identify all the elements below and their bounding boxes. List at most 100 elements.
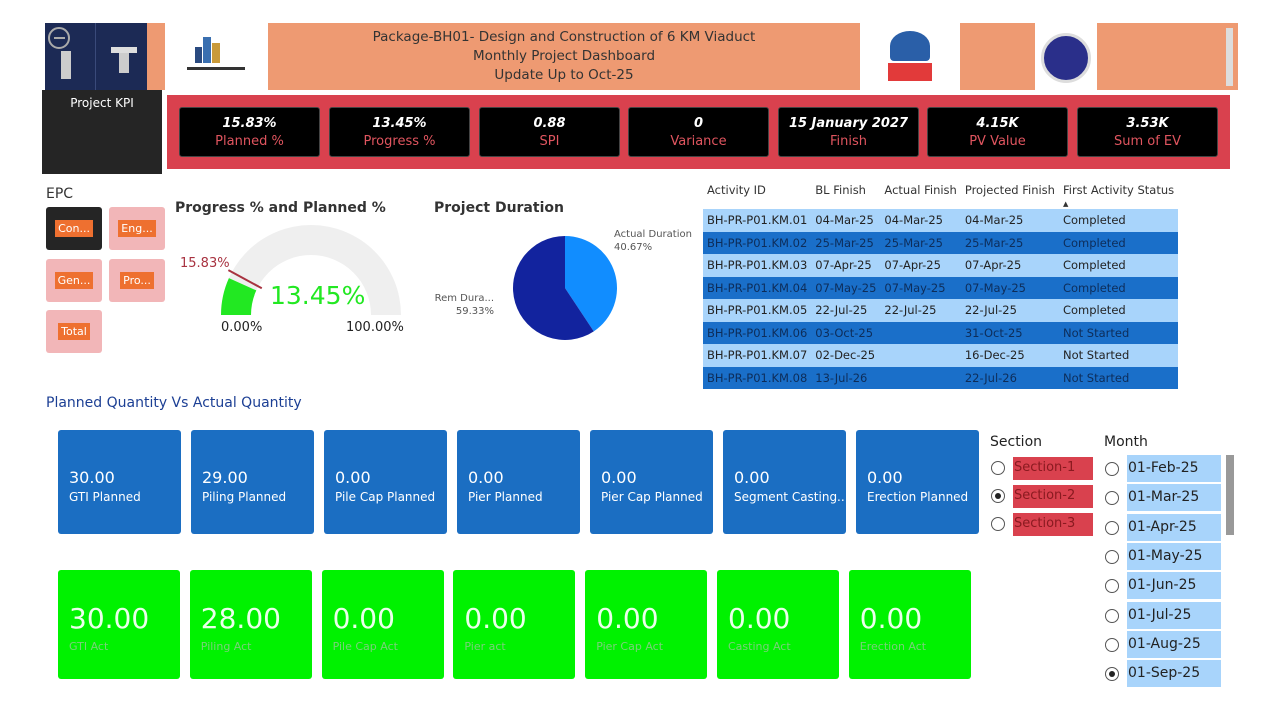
kpi-value: 3.53K — [1126, 116, 1169, 131]
month-radio[interactable] — [1105, 608, 1119, 623]
table-row[interactable]: BH-PR-P01.KM.07 02-Dec-25 16-Dec-25 Not Sta… — [703, 344, 1179, 367]
pillar-icon — [61, 51, 71, 79]
table-cell — [880, 366, 961, 389]
section-slicer-title: Section — [990, 434, 1043, 450]
header-band — [1097, 23, 1238, 90]
month-option[interactable]: 01-Jul-25 — [1127, 601, 1221, 629]
pie-chart — [513, 236, 617, 340]
card-value: 0.00 — [734, 468, 770, 487]
table-cell: Not Started — [1058, 344, 1179, 367]
month-option[interactable]: 01-Jun-25 — [1127, 572, 1221, 600]
table-cell: Completed — [1058, 254, 1179, 277]
card-label: Erection Planned — [867, 490, 969, 504]
epc-button-con[interactable]: Con... — [46, 207, 102, 250]
col-bl-finish[interactable]: BL Finish — [815, 183, 866, 197]
table-cell: Completed — [1058, 209, 1179, 232]
card-label: Pier Cap Act — [596, 640, 664, 653]
month-radio[interactable] — [1105, 549, 1119, 564]
kpi-value: 15 January 2027 — [788, 116, 909, 131]
kpi-label: Finish — [829, 134, 867, 149]
kpi-value: 4.15K — [976, 116, 1019, 131]
table-row[interactable]: BH-PR-P01.KM.01 04-Mar-25 04-Mar-25 04-Mar-… — [703, 209, 1179, 232]
table-cell: BH-PR-P01.KM.04 — [703, 276, 812, 299]
epc-button-label: Total — [58, 323, 90, 340]
table-cell: 04-Mar-25 — [960, 209, 1059, 232]
planned-card: 0.00 Pier Planned — [457, 430, 580, 534]
month-slicer-scrollbar[interactable] — [1226, 455, 1234, 535]
planned-card: 30.00 GTI Planned — [58, 430, 181, 534]
title-line: Package-BH01- Design and Construction of… — [372, 29, 756, 45]
kpi-value: 13.45% — [372, 116, 427, 131]
table-cell: 07-Apr-25 — [960, 254, 1059, 277]
month-radio[interactable] — [1105, 667, 1119, 682]
kpi-label: PV Value — [969, 134, 1026, 149]
col-first-activity-status[interactable]: First Activity Status ▲ — [1059, 183, 1178, 209]
gauge-title: Progress % and Planned % — [175, 200, 386, 216]
month-option[interactable]: 01-Apr-25 — [1127, 513, 1221, 541]
month-radio[interactable] — [1105, 520, 1119, 535]
col-actual-finish[interactable]: Actual Finish — [884, 183, 957, 197]
epc-button-label: Pro... — [120, 272, 154, 289]
kpi-card-planned: 15.83% Planned % — [179, 107, 320, 157]
table-row[interactable]: BH-PR-P01.KM.02 25-Mar-25 25-Mar-25 25-Mar-… — [703, 231, 1179, 254]
pie-slice-rem-duration[interactable] — [513, 236, 594, 340]
train-logo — [1035, 23, 1097, 90]
month-option[interactable]: 01-Sep-25 — [1127, 660, 1221, 688]
scrollbar[interactable] — [1226, 28, 1233, 86]
pie-slice-actual-duration[interactable] — [565, 236, 617, 332]
col-activity-id[interactable]: Activity ID — [707, 183, 766, 197]
section-option[interactable]: Section-1 — [1013, 457, 1093, 480]
section-option[interactable]: Section-2 — [1013, 485, 1093, 508]
kpi-band: 15.83% Planned % 13.45% Progress % 0.88 SPI… — [167, 95, 1230, 169]
table-row[interactable]: BH-PR-P01.KM.05 22-Jul-25 22-Jul-25 22-Jul-… — [703, 299, 1179, 322]
gauge-min-label: 0.00% — [221, 320, 263, 335]
month-radio[interactable] — [1105, 462, 1119, 476]
section-radio[interactable] — [991, 517, 1005, 531]
subtitle-line: Monthly Project Dashboard — [472, 48, 656, 64]
table-cell: BH-PR-P01.KM.07 — [703, 344, 812, 367]
metro-logo — [860, 23, 960, 90]
card-label: Pile Cap Planned — [335, 490, 436, 504]
planned-card: 29.00 Piling Planned — [191, 430, 314, 534]
table-cell: 04-Mar-25 — [811, 209, 881, 232]
month-radio[interactable] — [1105, 491, 1119, 506]
quantity-title: Planned Quantity Vs Actual Quantity — [46, 395, 302, 411]
gauge-target-marker — [227, 269, 263, 290]
project-kpi-label: Project KPI — [42, 90, 162, 174]
month-option[interactable]: 01-Feb-25 — [1127, 455, 1221, 482]
month-option[interactable]: 01-Aug-25 — [1127, 630, 1221, 658]
table-row[interactable]: BH-PR-P01.KM.03 07-Apr-25 07-Apr-25 07-Apr-… — [703, 254, 1179, 277]
actual-card: 0.00 Casting Act — [717, 570, 839, 679]
epc-button-gen[interactable]: Gen... — [46, 259, 102, 302]
pie-label-rem: Rem Dura... 59.33% — [435, 292, 494, 318]
card-value: 0.00 — [468, 468, 504, 487]
card-value: 0.00 — [332, 602, 395, 635]
section-radio[interactable] — [991, 461, 1005, 475]
month-option[interactable]: 01-Mar-25 — [1127, 484, 1221, 512]
back-arrow-icon[interactable] — [48, 27, 70, 49]
table-cell: BH-PR-P01.KM.01 — [703, 209, 812, 232]
gauge-max-label: 100.00% — [346, 320, 404, 335]
month-radio[interactable] — [1105, 579, 1119, 594]
table-cell: 07-May-25 — [960, 276, 1059, 299]
month-radio[interactable] — [1105, 637, 1119, 652]
card-value: 0.00 — [867, 468, 903, 487]
section-radio[interactable] — [991, 489, 1005, 503]
table-row[interactable]: BH-PR-P01.KM.04 07-May-25 07-May-25 07-May-… — [703, 276, 1179, 299]
table-cell: 22-Jul-25 — [960, 299, 1059, 322]
table-cell: 31-Oct-25 — [960, 321, 1059, 344]
col-projected-finish[interactable]: Projected Finish — [964, 183, 1055, 197]
table-row[interactable]: BH-PR-P01.KM.08 13-Jul-26 22-Jul-26 Not Sta… — [703, 366, 1179, 389]
table-row[interactable]: BH-PR-P01.KM.06 03-Oct-25 31-Oct-25 Not Sta… — [703, 321, 1179, 344]
month-option[interactable]: 01-May-25 — [1127, 542, 1221, 570]
epc-button-total[interactable]: Total — [46, 310, 102, 353]
card-label: Erection Act — [859, 640, 927, 653]
section-option[interactable]: Section-3 — [1013, 513, 1093, 536]
epc-button-label: Con... — [55, 220, 93, 237]
kpi-label: Variance — [670, 134, 727, 149]
table-cell: 13-Jul-26 — [811, 366, 881, 389]
gauge-value-label: 13.45% — [270, 281, 366, 310]
epc-button-eng[interactable]: Eng... — [109, 207, 165, 250]
epc-button-pro[interactable]: Pro... — [109, 259, 165, 302]
planned-card: 0.00 Pile Cap Planned — [324, 430, 447, 534]
